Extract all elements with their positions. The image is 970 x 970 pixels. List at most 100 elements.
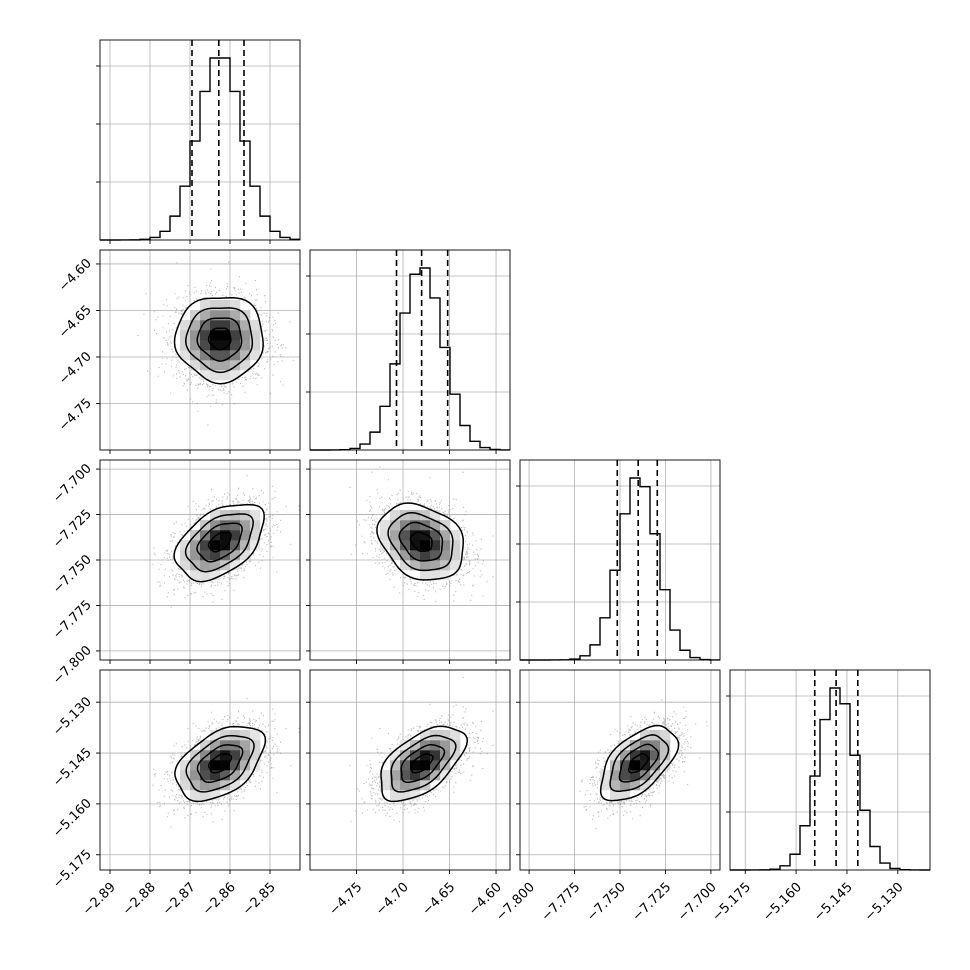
density-cell (230, 340, 241, 351)
density-cell (630, 780, 641, 791)
x-tick-label: −7.725 (630, 880, 675, 925)
density-cell (190, 760, 201, 771)
density-cell (200, 540, 211, 551)
density-cell (400, 540, 411, 551)
y-tick-label: −4.65 (56, 303, 95, 342)
density-cell (230, 750, 241, 761)
density-cell (400, 530, 411, 541)
density-cell (400, 760, 411, 771)
sample-points (349, 466, 494, 603)
density-cell (200, 300, 211, 311)
density-cell (210, 760, 221, 771)
density-cell (180, 560, 191, 571)
density-cell (210, 360, 221, 371)
density-cell (390, 550, 401, 561)
density-cell (230, 510, 241, 521)
density-cell (210, 770, 221, 781)
density-cell (420, 570, 431, 581)
density-cell (210, 540, 221, 551)
density-cell (240, 540, 251, 551)
contour-line (409, 531, 433, 553)
histogram-step (730, 687, 930, 871)
density-cell (190, 350, 201, 361)
contour-line (196, 317, 243, 362)
density-cell (440, 750, 451, 761)
density-cell (250, 530, 261, 541)
density-cell (630, 750, 641, 761)
density-cell (430, 520, 441, 531)
density-cell (640, 780, 651, 791)
density-cell (200, 330, 211, 341)
density-cell (450, 530, 461, 541)
density-cell (610, 750, 621, 761)
y-tick-label: −7.750 (50, 552, 95, 597)
density-cell (450, 550, 461, 561)
contour-line (196, 744, 244, 784)
density-cell (180, 320, 191, 331)
density-cell (220, 350, 231, 361)
density-cell (430, 560, 441, 571)
density-cell (660, 730, 671, 741)
density-cell (200, 770, 211, 781)
density-cell (180, 340, 191, 351)
density-cell (180, 770, 191, 781)
contour-line (196, 522, 243, 563)
density-cell (430, 540, 441, 551)
density-cell (210, 300, 221, 311)
density-cell (610, 780, 621, 791)
density-cell (220, 540, 231, 551)
x-tick-label: −5.160 (760, 880, 805, 925)
density-cell (190, 570, 201, 581)
density-cell (430, 760, 441, 771)
density-cell (220, 550, 231, 561)
density-cell (610, 770, 621, 781)
density-cell (210, 320, 221, 331)
density-cell (240, 330, 251, 341)
density-cell (220, 360, 231, 371)
density-cell (220, 300, 231, 311)
density-cell (220, 530, 231, 541)
density-cell (240, 360, 251, 371)
histogram-panel-3 (726, 669, 931, 874)
density-cell (430, 530, 441, 541)
density-cell (620, 770, 631, 781)
density-cell (220, 780, 231, 791)
density-cell (190, 790, 201, 801)
density-cell (420, 560, 431, 571)
density-cell (390, 520, 401, 531)
density-cell (230, 520, 241, 531)
density-cell (220, 340, 231, 351)
density-cell (210, 530, 221, 541)
density-cell (420, 760, 431, 771)
panel-frame (99, 39, 301, 241)
density-cell (650, 740, 661, 751)
density-cell (400, 560, 411, 571)
density-panel-3-2 (516, 669, 721, 874)
density-cell (400, 770, 411, 781)
density-cell (630, 760, 641, 771)
density-cell (210, 520, 221, 531)
density-panel-3-0 (96, 669, 301, 874)
density-cell (620, 750, 631, 761)
density-cell (180, 780, 191, 791)
density-cell (420, 510, 431, 521)
contour-line (410, 753, 434, 774)
density-cell (420, 750, 431, 761)
density-cell (240, 770, 251, 781)
density-cell (440, 570, 451, 581)
density-panel-1-0 (96, 249, 301, 454)
density-cell (390, 530, 401, 541)
density-cell (240, 340, 251, 351)
y-tick-label: −7.700 (50, 461, 95, 506)
panel-frame (729, 669, 931, 871)
contour-line (398, 521, 444, 562)
histogram-panel-1 (306, 249, 511, 454)
density-cell (190, 550, 201, 561)
density-cell (410, 530, 421, 541)
density-cell (630, 740, 641, 751)
y-tick-label: −4.70 (56, 349, 95, 388)
density-cell (620, 740, 631, 751)
density-cell (400, 520, 411, 531)
density-cell (620, 780, 631, 791)
